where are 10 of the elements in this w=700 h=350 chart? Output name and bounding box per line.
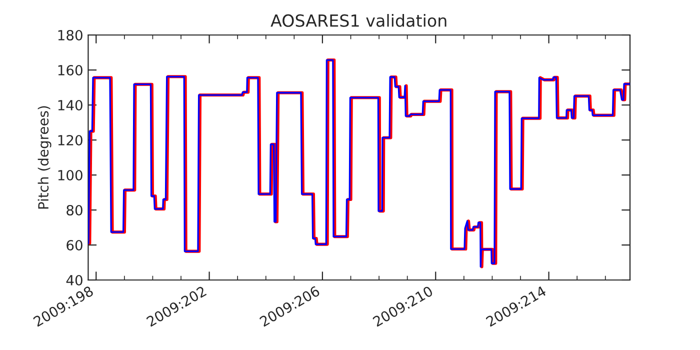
y-tick-label: 40 [66, 274, 82, 286]
y-tick-label: 140 [58, 100, 82, 110]
y-tick-label: 60 [66, 240, 82, 250]
chart-title: AOSARES1 validation [270, 14, 446, 27]
y-tick-label: 160 [58, 64, 82, 76]
y-tick-label: 100 [58, 170, 82, 180]
y-tick-label: 180 [58, 30, 82, 40]
y-axis-title: Pitch (degrees) [38, 106, 52, 209]
y-tick-label: 120 [58, 134, 82, 146]
y-tick-label: 80 [66, 204, 82, 216]
